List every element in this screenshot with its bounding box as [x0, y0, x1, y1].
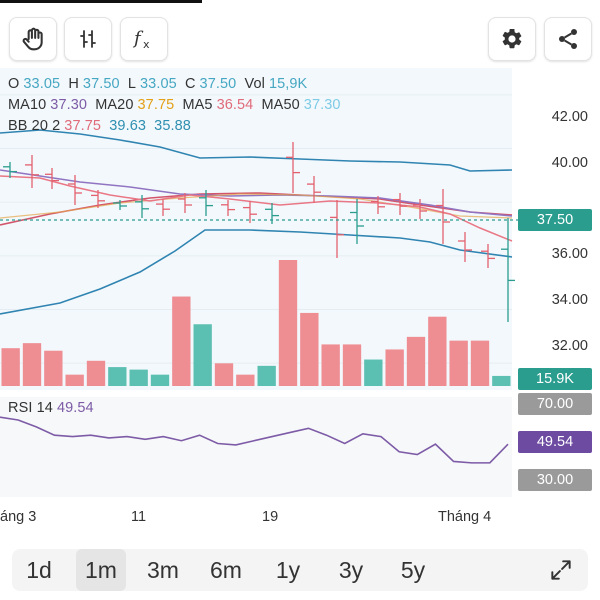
timeframe-3y[interactable]: 3y — [338, 557, 364, 583]
top-progress-line — [0, 0, 202, 3]
price-axis-label: 40.00 — [551, 155, 588, 171]
high-label: H — [68, 76, 79, 92]
price-axis-label: 32.00 — [551, 338, 588, 354]
volume-bar — [300, 312, 319, 386]
x-axis-label: áng 3 — [0, 509, 37, 525]
close-value: 37.50 — [199, 76, 237, 92]
chart-type-button[interactable] — [64, 17, 112, 61]
volume-value: 15,9K — [268, 76, 308, 92]
ma20-line — [0, 193, 513, 219]
price-axis-label: 34.00 — [551, 292, 588, 308]
high-value: 37.50 — [82, 76, 120, 92]
rsi-legend: RSI 14 49.54 — [8, 400, 98, 416]
price-panel-bg — [0, 68, 512, 390]
expand-icon — [551, 560, 571, 580]
ma20-value: 37.75 — [137, 97, 175, 113]
volume-bar — [492, 375, 511, 386]
ma10-value: 37.30 — [50, 97, 88, 113]
rsi-lower-tag: 30.00 — [518, 469, 592, 491]
rsi-label: RSI 14 — [8, 400, 53, 416]
volume-bar — [108, 367, 127, 386]
rsi-value-tag: 49.54 — [518, 431, 592, 453]
ma20-label: MA20 — [95, 97, 134, 113]
rsi-panel-bg — [0, 397, 512, 497]
fullscreen-button[interactable] — [548, 557, 578, 583]
share-icon — [559, 29, 577, 49]
volume-tag: 15.9K — [518, 368, 592, 390]
volume-bar — [65, 374, 84, 386]
volume-bar — [342, 344, 362, 386]
x-axis-label: Tháng 4 — [438, 509, 492, 525]
volume-bar — [150, 374, 170, 386]
timeframe-1d[interactable]: 1d — [26, 557, 52, 583]
volume-bar — [470, 340, 490, 386]
volume-bar — [385, 349, 404, 386]
svg-text:x: x — [143, 38, 150, 51]
open-value: 33.05 — [23, 76, 61, 92]
crosshair-bars-icon — [80, 30, 96, 48]
ma5-line — [0, 175, 513, 242]
timeframe-5y[interactable]: 5y — [400, 557, 426, 583]
ma5-label: MA5 — [182, 97, 213, 113]
volume-bar — [86, 360, 106, 386]
pan-tool-button[interactable] — [9, 17, 57, 61]
ma10-label: MA10 — [8, 97, 47, 113]
open-label: O — [8, 76, 20, 92]
x-axis-label: 11 — [131, 509, 147, 525]
timeframe-3m[interactable]: 3m — [147, 557, 179, 583]
volume-bar — [257, 365, 276, 386]
volume-bar — [22, 343, 42, 386]
low-label: L — [127, 76, 137, 92]
ma50-label: MA50 — [261, 97, 300, 113]
price-axis-label: 42.00 — [551, 109, 588, 125]
share-button[interactable] — [544, 17, 592, 61]
ma-legend: MA10 37.30 MA20 37.75 MA5 36.54 MA50 37.30 — [8, 97, 345, 113]
volume-bar — [428, 316, 447, 386]
ohlc-legend: O 33.05 H 37.50 L 33.05 C 37.50 Vol 15,9K — [8, 76, 311, 92]
ma50-value: 37.30 — [303, 97, 341, 113]
volume-bar — [1, 348, 20, 386]
volume-bar — [129, 369, 148, 386]
volume-bar — [44, 350, 63, 386]
ma5-value: 36.54 — [216, 97, 254, 113]
bb-lower-value: 35.88 — [154, 118, 191, 134]
gear-icon — [502, 28, 522, 49]
bollinger-lower-line — [0, 229, 513, 315]
volume-bar — [172, 296, 191, 386]
timeframe-1y[interactable]: 1y — [275, 557, 301, 583]
rsi-line — [0, 416, 509, 464]
volume-bar — [236, 374, 255, 386]
bb-legend: BB 20 2 37.75 39.63 35.88 — [8, 118, 195, 134]
volume-bar — [278, 260, 298, 386]
bb-label: BB 20 2 — [8, 118, 61, 134]
volume-bar — [193, 324, 212, 386]
volume-label: Vol — [244, 76, 265, 92]
current-price-tag: 37.50 — [518, 209, 592, 231]
x-axis-label: 19 — [262, 509, 279, 525]
timeframe-6m[interactable]: 6m — [210, 557, 242, 583]
price-axis-label: 36.00 — [551, 246, 588, 262]
settings-button[interactable] — [488, 17, 536, 61]
volume-bar — [364, 359, 383, 386]
low-value: 33.05 — [140, 76, 177, 92]
rsi-legend-value: 49.54 — [56, 400, 94, 416]
volume-bar — [321, 344, 340, 386]
bb-upper-value: 39.63 — [109, 118, 147, 134]
volume-bar — [214, 363, 234, 386]
volume-bar — [449, 340, 468, 386]
hand-pan-icon — [22, 27, 43, 51]
rsi-upper-tag: 70.00 — [518, 393, 592, 415]
volume-bar — [406, 336, 426, 386]
bb-mid-value: 37.75 — [64, 118, 102, 134]
timeframe-1m[interactable]: 1m — [76, 549, 126, 591]
ma10-line — [0, 169, 513, 217]
close-label: C — [184, 76, 196, 92]
bollinger-upper-line — [0, 129, 513, 172]
